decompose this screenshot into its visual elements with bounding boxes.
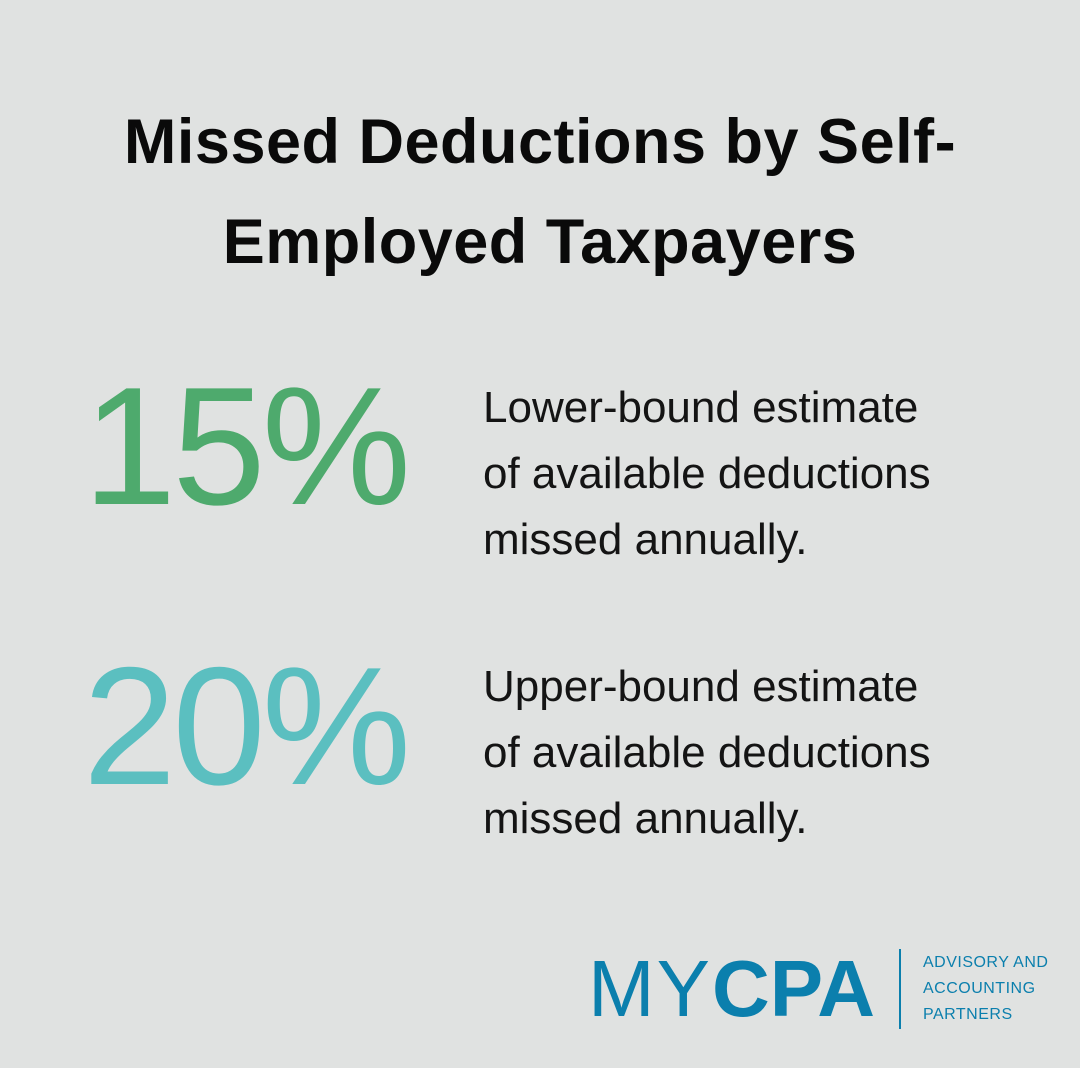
tagline-line: ADVISORY AND	[922, 954, 1049, 971]
description-line: missed annually.	[483, 515, 808, 564]
page-title: Missed Deductions by Self- Employed Taxp…	[0, 92, 1080, 292]
logo-my: MY	[588, 944, 712, 1033]
description-line: of available deductions	[483, 449, 931, 498]
description-line: Lower-bound estimate	[483, 383, 919, 432]
description-line: of available deductions	[483, 728, 931, 777]
title-line-1: Missed Deductions by Self-	[123, 107, 957, 177]
stat-lower-bound-value: 15%	[82, 352, 411, 540]
mycpa-logo: MY CPA ADVISORY AND ACCOUNTING PARTNERS	[588, 948, 1048, 1030]
stat-upper-bound-value: 20%	[82, 632, 411, 820]
tagline-line: PARTNERS	[922, 1006, 1013, 1023]
description-line: missed annually.	[483, 794, 808, 843]
logo-cpa: CPA	[712, 944, 875, 1033]
logo-tagline: ADVISORY AND ACCOUNTING PARTNERS	[923, 950, 1048, 1028]
description-line: Upper-bound estimate	[483, 662, 919, 711]
tagline-line: ACCOUNTING	[922, 980, 1036, 997]
title-line-2: Employed Taxpayers	[222, 207, 858, 277]
stat-upper-bound-description: Upper-bound estimate of available deduct…	[483, 654, 1043, 852]
logo-divider	[898, 949, 901, 1029]
stat-lower-bound-description: Lower-bound estimate of available deduct…	[483, 375, 1043, 573]
